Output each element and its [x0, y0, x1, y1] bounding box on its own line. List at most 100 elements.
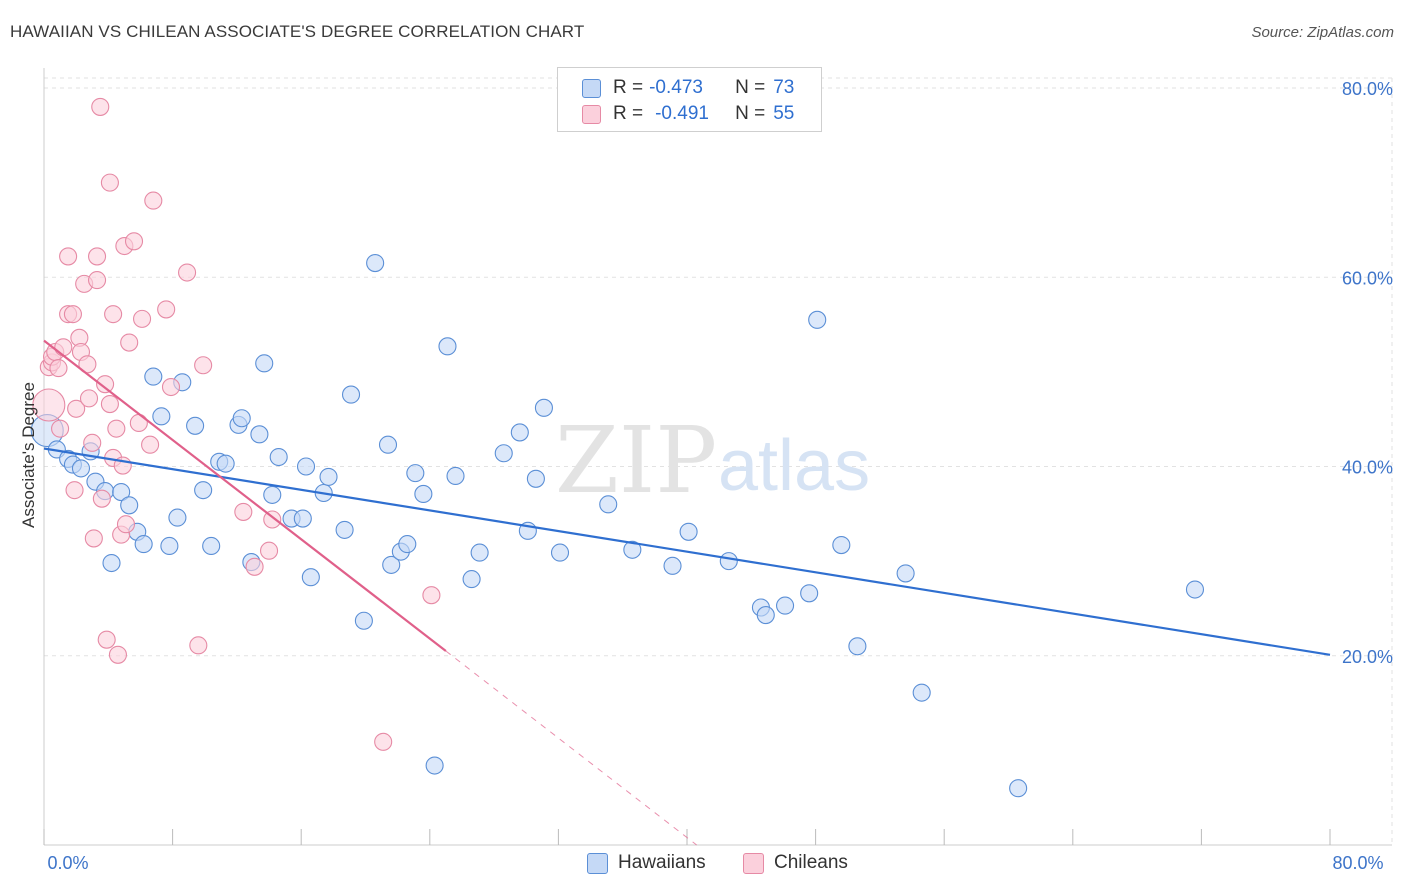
- point-chileans: [91, 97, 110, 116]
- point-hawaiians: [120, 496, 139, 515]
- point-chileans: [129, 413, 148, 433]
- r-label: R =: [613, 103, 644, 124]
- point-hawaiians: [599, 495, 618, 514]
- point-chileans: [161, 377, 181, 397]
- point-hawaiians: [301, 568, 320, 587]
- y-tick-label: 80.0%: [1342, 79, 1393, 99]
- point-hawaiians: [232, 409, 251, 428]
- legend-label-chileans: Chileans: [774, 852, 848, 873]
- point-chileans: [92, 489, 111, 508]
- r-value-hawaiians: -0.473: [649, 77, 703, 98]
- chart-source: Source: ZipAtlas.com: [1251, 24, 1394, 41]
- legend-item-chileans[interactable]: Chileans: [743, 852, 848, 874]
- n-value-hawaiians: 73: [773, 77, 795, 98]
- point-chileans: [79, 389, 99, 408]
- point-chileans: [104, 305, 123, 324]
- point-hawaiians: [526, 469, 545, 488]
- point-hawaiians: [896, 564, 915, 583]
- point-hawaiians: [134, 535, 153, 554]
- point-hawaiians: [354, 611, 373, 630]
- point-hawaiians: [808, 310, 827, 329]
- point-hawaiians: [269, 447, 288, 467]
- point-hawaiians: [202, 536, 221, 556]
- x-tick-label-max: 80.0%: [1332, 853, 1383, 873]
- point-hawaiians: [378, 435, 398, 454]
- point-chileans: [84, 529, 103, 548]
- point-hawaiians: [255, 354, 274, 373]
- point-chileans: [133, 309, 152, 328]
- point-chileans: [263, 510, 282, 529]
- point-hawaiians: [160, 536, 179, 556]
- point-hawaiians: [152, 407, 171, 426]
- point-hawaiians: [186, 416, 205, 435]
- point-hawaiians: [470, 543, 489, 562]
- point-hawaiians: [216, 454, 235, 473]
- y-tick-label: 60.0%: [1342, 268, 1393, 288]
- point-hawaiians: [832, 535, 851, 555]
- point-hawaiians: [663, 556, 682, 575]
- point-chileans: [51, 419, 70, 438]
- point-chileans: [157, 300, 176, 319]
- point-hawaiians: [102, 553, 121, 573]
- point-hawaiians: [800, 584, 819, 603]
- point-chileans: [87, 247, 107, 266]
- point-chileans: [178, 263, 197, 282]
- legend-label-hawaiians: Hawaiians: [618, 852, 706, 873]
- point-chileans: [116, 515, 136, 534]
- legend-row-chileans: R = -0.491 N = 55: [582, 102, 794, 126]
- legend-swatch-chileans: [743, 852, 764, 874]
- point-hawaiians: [341, 385, 361, 404]
- point-chileans: [83, 433, 102, 452]
- point-hawaiians: [168, 508, 187, 527]
- point-chileans: [100, 394, 119, 414]
- point-hawaiians: [776, 596, 795, 615]
- tick-labels: 20.0% 40.0% 60.0% 80.0% 0.0% 80.0%: [47, 79, 1393, 873]
- point-hawaiians: [71, 459, 91, 478]
- point-hawaiians: [912, 683, 931, 702]
- point-chileans: [54, 338, 73, 357]
- point-hawaiians: [425, 756, 444, 775]
- point-hawaiians: [623, 540, 642, 559]
- n-label: N =: [735, 77, 766, 98]
- legend-item-hawaiians[interactable]: Hawaiians: [587, 852, 706, 874]
- point-hawaiians: [848, 637, 867, 656]
- point-chileans: [141, 435, 160, 454]
- point-hawaiians: [438, 337, 457, 356]
- point-hawaiians: [719, 552, 738, 571]
- point-hawaiians: [366, 254, 385, 273]
- point-hawaiians: [112, 482, 131, 502]
- point-chileans: [234, 502, 253, 521]
- point-hawaiians: [756, 606, 775, 625]
- y-tick-label: 40.0%: [1342, 458, 1393, 478]
- point-chileans: [422, 586, 441, 605]
- point-chileans: [374, 732, 393, 751]
- point-hawaiians: [534, 398, 553, 417]
- point-chileans: [144, 191, 163, 210]
- legend-swatch-hawaiians: [587, 852, 608, 874]
- point-hawaiians: [335, 520, 354, 539]
- point-chileans: [245, 557, 264, 576]
- point-hawaiians: [462, 570, 481, 589]
- x-tick-label-min: 0.0%: [47, 853, 88, 873]
- trend-extension-chileans: [445, 650, 697, 846]
- point-chileans: [32, 388, 66, 422]
- trend-line-chileans: [43, 339, 447, 652]
- point-chileans: [194, 356, 213, 375]
- point-hawaiians: [382, 555, 401, 574]
- point-hawaiians: [250, 425, 269, 444]
- point-hawaiians: [293, 509, 312, 528]
- point-hawaiians: [406, 464, 425, 483]
- point-chileans: [259, 541, 279, 560]
- r-value-chileans: -0.491: [655, 103, 709, 124]
- n-value-chileans: 55: [773, 103, 795, 124]
- watermark-zip: ZIP: [555, 407, 717, 514]
- r-label: R =: [613, 77, 644, 98]
- point-hawaiians: [550, 543, 570, 562]
- point-chileans: [49, 359, 68, 378]
- trend-lines: [43, 339, 1331, 846]
- point-chileans: [124, 232, 144, 251]
- correlation-legend: R = -0.473 N = 73 R = -0.491 N = 55: [557, 67, 822, 132]
- point-chileans: [63, 305, 82, 324]
- series-legend: Hawaiians Chileans: [0, 852, 1406, 878]
